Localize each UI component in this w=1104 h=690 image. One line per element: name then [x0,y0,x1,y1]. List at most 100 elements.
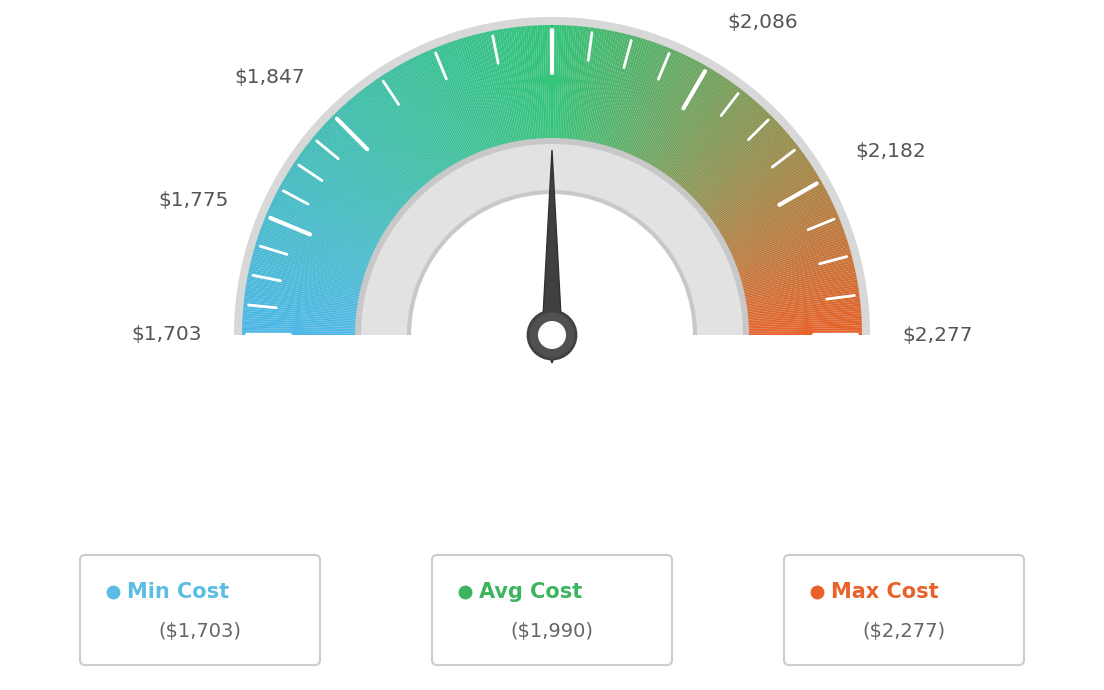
Wedge shape [710,152,804,221]
Wedge shape [390,70,452,169]
Wedge shape [628,50,676,156]
Wedge shape [468,36,500,148]
Wedge shape [253,251,364,284]
Wedge shape [407,190,697,335]
Wedge shape [258,235,368,273]
Wedge shape [604,36,636,148]
Wedge shape [736,233,846,272]
Wedge shape [314,135,403,210]
Wedge shape [343,104,422,190]
Wedge shape [578,28,596,142]
Wedge shape [737,237,847,275]
Wedge shape [274,197,378,249]
Wedge shape [731,210,837,257]
Wedge shape [655,72,718,170]
Wedge shape [560,26,566,140]
Wedge shape [581,28,601,142]
Wedge shape [676,95,750,185]
Text: $2,182: $2,182 [856,142,926,161]
Wedge shape [731,212,838,259]
Text: ($2,277): ($2,277) [862,622,945,642]
Wedge shape [270,203,375,253]
Wedge shape [741,260,853,290]
Wedge shape [714,163,811,228]
Wedge shape [736,235,846,273]
Wedge shape [261,228,369,269]
Wedge shape [746,315,861,324]
Wedge shape [618,43,659,152]
Wedge shape [310,139,401,213]
Wedge shape [297,157,392,224]
Wedge shape [732,217,839,262]
Wedge shape [243,306,358,318]
Wedge shape [244,299,359,313]
Wedge shape [662,80,730,175]
Wedge shape [711,155,806,223]
Wedge shape [243,318,358,326]
Wedge shape [244,301,358,315]
Text: $2,277: $2,277 [902,326,973,344]
Wedge shape [542,25,548,140]
Wedge shape [688,112,769,196]
Wedge shape [746,313,861,323]
Wedge shape [351,98,426,187]
Wedge shape [252,255,363,286]
Wedge shape [491,30,516,144]
Wedge shape [682,104,761,190]
Wedge shape [403,62,459,164]
Wedge shape [479,33,508,146]
Wedge shape [673,93,747,184]
Wedge shape [659,76,724,173]
Wedge shape [458,39,495,149]
Wedge shape [548,25,551,140]
Wedge shape [475,34,505,146]
Wedge shape [298,155,393,223]
Wedge shape [735,228,843,269]
Wedge shape [744,284,858,304]
Wedge shape [426,50,475,157]
Wedge shape [722,184,824,241]
Wedge shape [280,184,382,241]
Wedge shape [692,119,776,200]
Wedge shape [347,101,424,189]
Wedge shape [413,57,466,161]
Wedge shape [707,145,798,217]
Wedge shape [411,194,693,335]
Wedge shape [253,253,364,285]
Wedge shape [569,26,581,141]
Wedge shape [665,81,732,177]
Wedge shape [242,320,358,327]
Wedge shape [511,28,528,141]
Wedge shape [625,48,670,155]
Wedge shape [424,52,474,157]
Wedge shape [686,109,766,194]
Text: $1,703: $1,703 [131,326,202,344]
Wedge shape [707,147,800,218]
Wedge shape [744,286,859,306]
Wedge shape [705,143,797,215]
Wedge shape [724,190,827,245]
Wedge shape [640,59,694,162]
Wedge shape [362,88,434,181]
Wedge shape [733,219,840,263]
Wedge shape [266,212,373,259]
Wedge shape [295,161,391,226]
Wedge shape [699,132,788,208]
Wedge shape [266,214,372,260]
Text: Avg Cost: Avg Cost [479,582,582,602]
Wedge shape [396,66,455,166]
Text: Max Cost: Max Cost [831,582,938,602]
Wedge shape [417,55,469,159]
Wedge shape [743,275,857,299]
Wedge shape [733,221,841,265]
Wedge shape [571,26,584,141]
Wedge shape [315,134,404,210]
Wedge shape [290,167,389,230]
Wedge shape [691,117,775,199]
Wedge shape [613,40,650,150]
Wedge shape [606,37,640,148]
Wedge shape [372,81,439,177]
Wedge shape [747,330,862,333]
Wedge shape [354,95,428,185]
Wedge shape [726,197,830,249]
